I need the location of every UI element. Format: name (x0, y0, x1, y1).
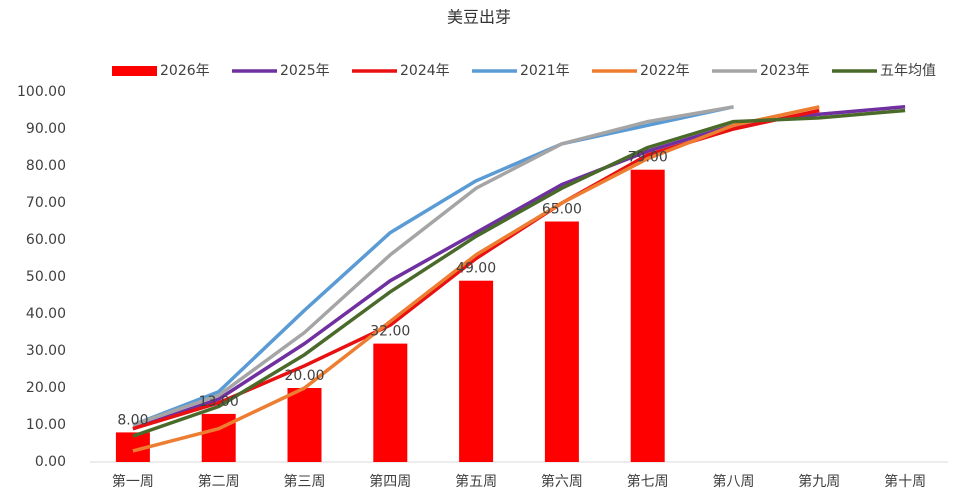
y-tick-label: 70.00 (26, 195, 66, 211)
line (132, 105, 734, 427)
y-tick-label: 20.00 (26, 380, 66, 396)
line (132, 105, 734, 427)
y-tick-label: 30.00 (26, 343, 66, 359)
value-label: 13.00 (199, 394, 239, 410)
x-tick-label: 第八周 (713, 473, 755, 490)
bar (459, 280, 494, 462)
chart-title: 美豆出芽 (447, 8, 511, 27)
x-tick-label: 第一周 (112, 473, 154, 490)
x-tick-label: 第三周 (284, 473, 326, 490)
legend-swatch (112, 66, 157, 76)
y-tick-label: 90.00 (26, 121, 66, 137)
legend-label: 2025年 (280, 63, 330, 79)
bar (544, 221, 579, 462)
value-label: 79.00 (628, 150, 668, 166)
line (132, 105, 820, 453)
bar (287, 388, 322, 462)
y-tick-label: 50.00 (26, 269, 66, 285)
value-label: 20.00 (284, 368, 324, 384)
y-tick-label: 10.00 (26, 417, 66, 433)
bar (201, 413, 236, 462)
x-tick-label: 第七周 (627, 473, 669, 490)
x-tick-label: 第六周 (541, 473, 583, 490)
legend-label: 2026年 (160, 63, 210, 79)
x-tick-label: 第四周 (369, 473, 411, 490)
x-tick-label: 第二周 (198, 473, 240, 490)
y-tick-label: 40.00 (26, 306, 66, 322)
legend-label: 五年均值 (880, 63, 936, 79)
line (132, 108, 906, 438)
x-tick-label: 第九周 (798, 473, 840, 490)
line (132, 105, 906, 431)
bar (630, 169, 665, 462)
bar (373, 343, 408, 462)
y-tick-label: 80.00 (26, 158, 66, 174)
y-tick-label: 0.00 (35, 454, 66, 470)
value-label: 49.00 (456, 261, 496, 277)
value-label: 32.00 (370, 324, 410, 340)
y-tick-label: 100.00 (17, 84, 66, 100)
value-label: 8.00 (117, 412, 148, 428)
legend-label: 2024年 (400, 63, 450, 79)
x-tick-label: 第十周 (884, 473, 926, 490)
legend-label: 2022年 (640, 63, 690, 79)
value-label: 65.00 (542, 202, 582, 218)
y-tick-label: 60.00 (26, 232, 66, 248)
x-tick-label: 第五周 (455, 473, 497, 490)
legend-label: 2021年 (520, 63, 570, 79)
legend-label: 2023年 (760, 63, 810, 79)
